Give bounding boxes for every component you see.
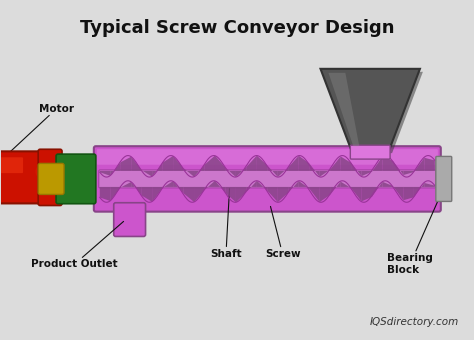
Polygon shape xyxy=(341,182,351,188)
Text: Product Outlet: Product Outlet xyxy=(31,221,124,269)
FancyBboxPatch shape xyxy=(350,145,390,159)
Polygon shape xyxy=(362,187,372,201)
Circle shape xyxy=(25,154,71,201)
Polygon shape xyxy=(351,163,362,176)
Polygon shape xyxy=(131,182,142,195)
Polygon shape xyxy=(403,187,414,200)
Polygon shape xyxy=(267,187,278,202)
Polygon shape xyxy=(278,187,288,202)
Polygon shape xyxy=(257,181,267,191)
Text: Typical Screw Conveyor Design: Typical Screw Conveyor Design xyxy=(80,19,394,37)
Polygon shape xyxy=(330,182,341,195)
Polygon shape xyxy=(152,187,163,202)
Text: Bearing
Block: Bearing Block xyxy=(387,190,443,275)
Circle shape xyxy=(36,165,49,178)
Polygon shape xyxy=(351,187,362,201)
FancyBboxPatch shape xyxy=(38,149,62,205)
FancyBboxPatch shape xyxy=(94,146,441,212)
Polygon shape xyxy=(142,170,152,177)
Polygon shape xyxy=(215,181,226,193)
Polygon shape xyxy=(163,156,173,171)
FancyBboxPatch shape xyxy=(436,156,452,201)
Text: Shaft: Shaft xyxy=(210,182,242,259)
Polygon shape xyxy=(414,158,424,172)
Polygon shape xyxy=(173,156,183,171)
Polygon shape xyxy=(131,157,142,171)
FancyBboxPatch shape xyxy=(97,149,438,165)
Polygon shape xyxy=(100,187,110,201)
Polygon shape xyxy=(299,156,309,171)
Polygon shape xyxy=(372,157,383,172)
Polygon shape xyxy=(173,181,183,193)
Polygon shape xyxy=(236,167,246,177)
FancyBboxPatch shape xyxy=(56,154,96,204)
FancyBboxPatch shape xyxy=(0,151,45,203)
Polygon shape xyxy=(204,156,215,171)
Polygon shape xyxy=(403,171,414,175)
Text: Product Inlet: Product Inlet xyxy=(329,73,406,84)
Polygon shape xyxy=(236,187,246,202)
FancyBboxPatch shape xyxy=(38,164,64,194)
Polygon shape xyxy=(142,187,152,202)
Polygon shape xyxy=(121,157,131,171)
Polygon shape xyxy=(100,171,110,176)
Polygon shape xyxy=(183,168,194,177)
Text: Screw: Screw xyxy=(265,206,301,259)
Polygon shape xyxy=(372,182,383,197)
FancyBboxPatch shape xyxy=(0,157,23,173)
FancyBboxPatch shape xyxy=(99,170,436,188)
Polygon shape xyxy=(323,72,423,153)
Polygon shape xyxy=(110,162,121,176)
Polygon shape xyxy=(393,186,403,200)
Polygon shape xyxy=(204,181,215,190)
Polygon shape xyxy=(110,187,121,201)
Polygon shape xyxy=(424,158,435,171)
Polygon shape xyxy=(278,167,288,177)
FancyBboxPatch shape xyxy=(114,203,146,236)
Polygon shape xyxy=(383,182,393,187)
Polygon shape xyxy=(393,161,403,175)
Polygon shape xyxy=(424,183,435,187)
Polygon shape xyxy=(121,182,131,187)
Text: Motor: Motor xyxy=(5,103,74,156)
Polygon shape xyxy=(288,156,299,171)
Polygon shape xyxy=(309,163,319,177)
Polygon shape xyxy=(257,156,267,171)
Polygon shape xyxy=(246,181,257,192)
Polygon shape xyxy=(320,69,420,150)
Polygon shape xyxy=(330,156,341,171)
Polygon shape xyxy=(226,187,236,202)
Polygon shape xyxy=(319,170,330,177)
Polygon shape xyxy=(163,181,173,188)
Polygon shape xyxy=(309,187,319,202)
Polygon shape xyxy=(319,187,330,202)
Polygon shape xyxy=(299,181,309,188)
Polygon shape xyxy=(383,157,393,171)
Polygon shape xyxy=(414,183,424,197)
Polygon shape xyxy=(194,187,204,202)
Polygon shape xyxy=(194,165,204,177)
Text: IQSdirectory.com: IQSdirectory.com xyxy=(369,317,459,327)
Polygon shape xyxy=(215,156,226,171)
Polygon shape xyxy=(267,166,278,177)
Polygon shape xyxy=(152,163,163,177)
Polygon shape xyxy=(226,168,236,177)
Polygon shape xyxy=(288,181,299,193)
Polygon shape xyxy=(246,156,257,171)
Polygon shape xyxy=(328,73,359,146)
Polygon shape xyxy=(362,171,372,176)
Polygon shape xyxy=(183,187,194,202)
Polygon shape xyxy=(341,156,351,171)
